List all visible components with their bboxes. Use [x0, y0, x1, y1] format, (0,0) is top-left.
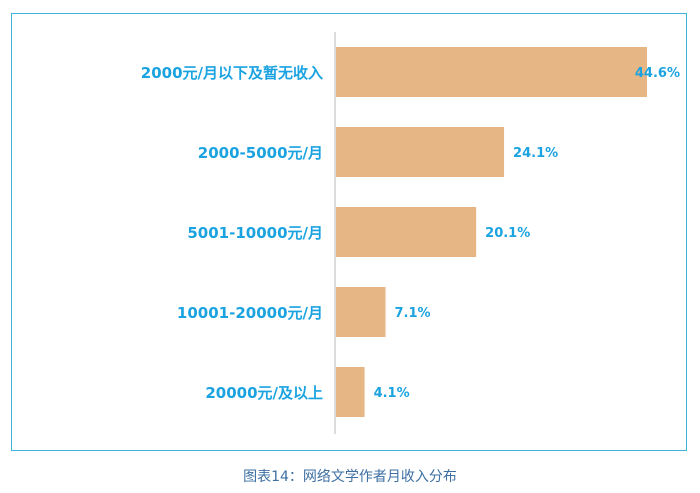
bar: [336, 287, 386, 337]
category-label: 5001-10000元/月: [187, 224, 323, 242]
data-label: 20.1%: [485, 226, 530, 241]
data-label: 7.1%: [395, 306, 431, 321]
data-label: 24.1%: [513, 146, 558, 161]
category-label: 2000-5000元/月: [198, 144, 323, 162]
category-label: 2000元/月以下及暂无收入: [141, 64, 323, 82]
chart-frame: [11, 13, 687, 451]
bar-chart: 2000元/月以下及暂无收入 44.6% 2000-5000元/月 24.1% 5001…: [141, 32, 680, 434]
bar: [336, 47, 647, 97]
data-label: 4.1%: [374, 386, 410, 401]
bar: [336, 367, 365, 417]
bar: [336, 207, 477, 257]
category-label: 20000元/及以上: [205, 384, 323, 402]
figure-caption: 图表14：网络文学作者月收入分布: [243, 469, 457, 485]
category-label: 10001-20000元/月: [177, 304, 323, 322]
data-label: 44.6%: [635, 66, 680, 81]
bar: [336, 127, 505, 177]
